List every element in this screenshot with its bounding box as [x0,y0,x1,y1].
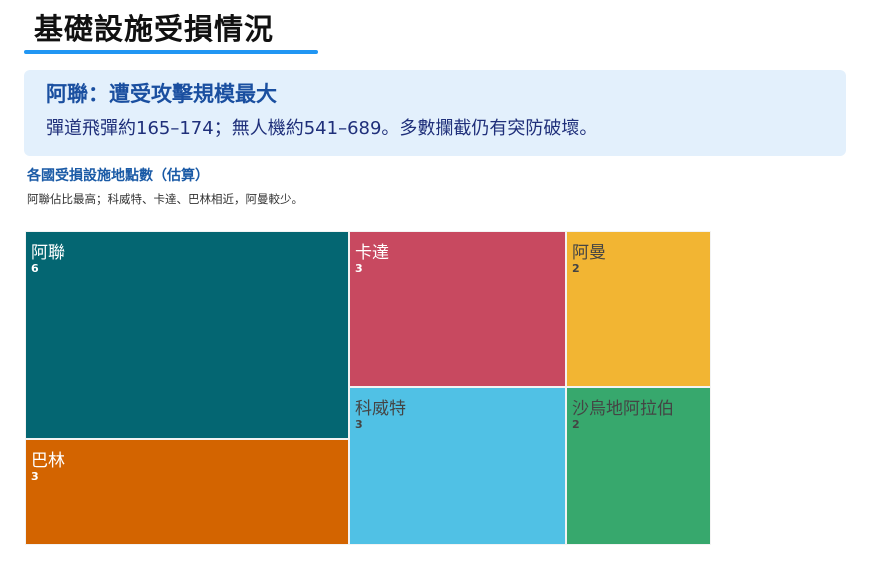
treemap-cell-value: 2 [572,262,580,275]
treemap-cell-value: 3 [355,262,363,275]
treemap-cell-value: 6 [31,262,39,275]
treemap-cell-label: 巴林 [31,451,65,471]
treemap-cell-value: 2 [572,418,580,431]
title-underline [24,50,318,54]
treemap-cell: 巴林 3 [25,439,349,545]
callout-body: 彈道飛彈約165–174；無人機約541–689。多數攔截仍有突防破壞。 [46,118,598,139]
treemap-cell-label: 科威特 [355,399,406,419]
callout-heading: 阿聯：遭受攻擊規模最大 [46,82,277,106]
treemap-cell: 卡達 3 [349,231,566,387]
callout-box: 阿聯：遭受攻擊規模最大 彈道飛彈約165–174；無人機約541–689。多數攔… [24,70,846,156]
treemap-cell: 阿曼 2 [566,231,711,387]
treemap-cell-label: 阿曼 [572,243,606,263]
treemap-cell-label: 卡達 [355,243,389,263]
treemap-cell-value: 3 [355,418,363,431]
treemap-cell-value: 3 [31,470,39,483]
chart-title: 各國受損設施地點數（估算） [27,168,209,184]
treemap-cell: 阿聯 6 [25,231,349,439]
treemap-cell: 科威特 3 [349,387,566,545]
chart-subtitle: 阿聯佔比最高；科威特、卡達、巴林相近，阿曼較少。 [27,192,303,206]
page-title: 基礎設施受損情況 [34,12,275,46]
treemap-cell-label: 阿聯 [31,243,65,263]
treemap-cell-label: 沙烏地阿拉伯 [572,399,674,419]
treemap: 阿聯 6 巴林 3 卡達 3 科威特 3 阿曼 2 沙烏地阿拉伯 2 [25,231,711,545]
treemap-cell: 沙烏地阿拉伯 2 [566,387,711,545]
